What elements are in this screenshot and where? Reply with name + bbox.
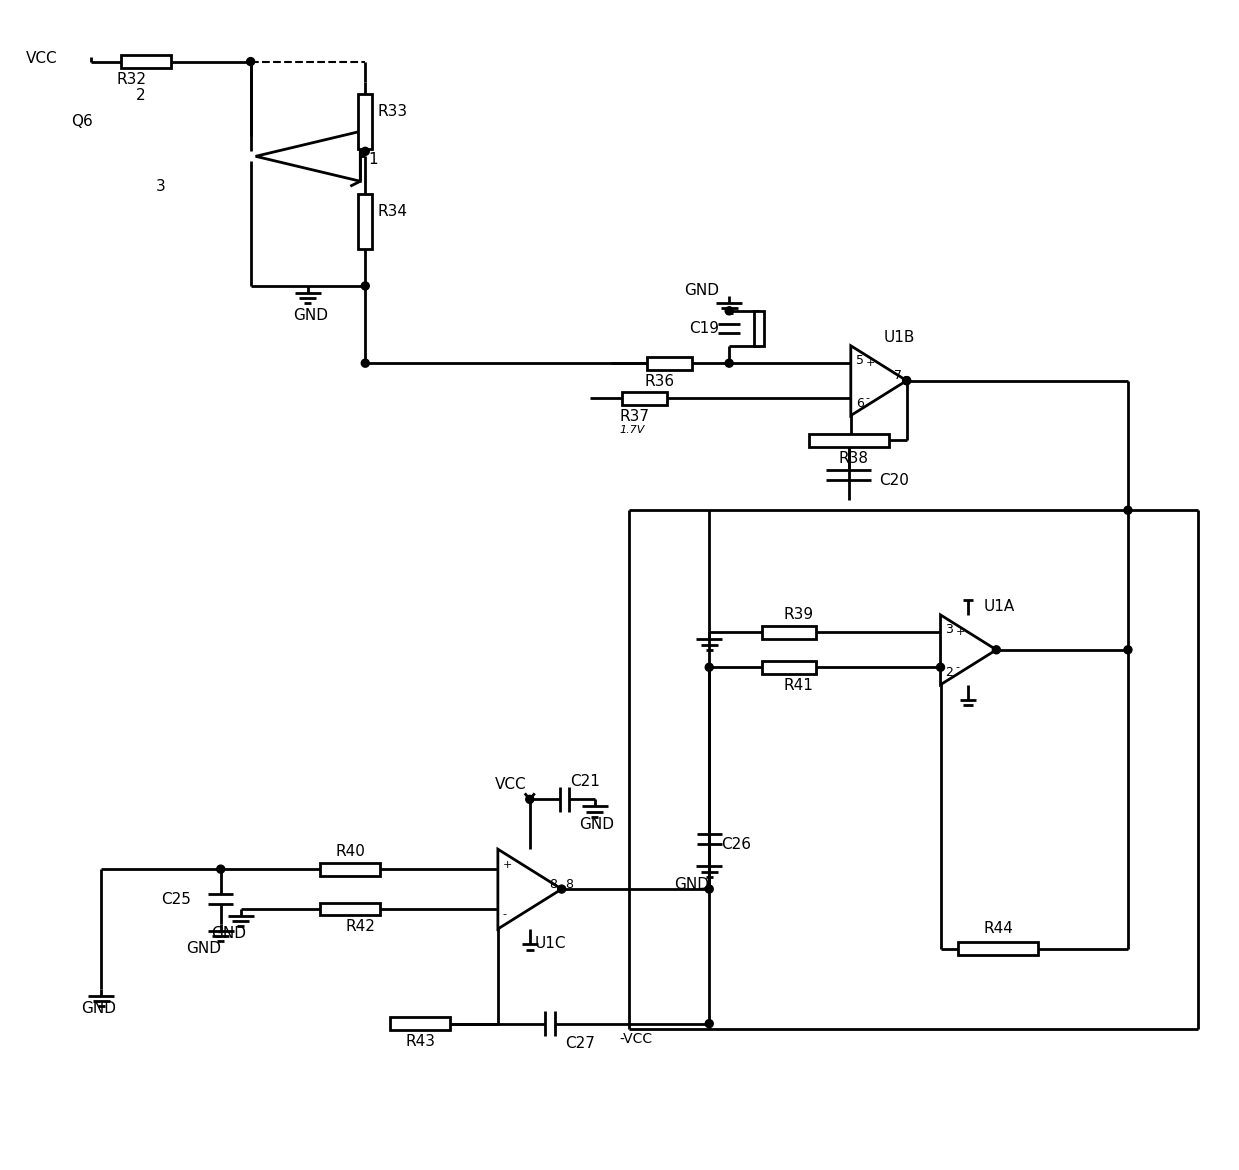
Text: R32: R32 — [116, 73, 146, 87]
Circle shape — [705, 1020, 714, 1027]
Circle shape — [937, 663, 944, 672]
Bar — [358, 194, 372, 248]
Text: 3: 3 — [945, 622, 953, 635]
Circle shape — [362, 359, 369, 367]
Text: GND: GND — [211, 927, 245, 942]
Circle shape — [362, 147, 369, 156]
Circle shape — [992, 646, 1000, 654]
Text: U1B: U1B — [883, 330, 916, 345]
Text: Q6: Q6 — [71, 113, 93, 129]
Text: 6: 6 — [856, 397, 864, 410]
Text: GND: GND — [580, 817, 615, 832]
Text: R39: R39 — [784, 607, 814, 622]
Text: -: - — [866, 393, 870, 404]
Text: C20: C20 — [878, 473, 908, 488]
Text: 1: 1 — [368, 152, 378, 167]
Text: GND: GND — [81, 1002, 116, 1017]
Text: R33: R33 — [377, 104, 408, 119]
Text: 2: 2 — [136, 88, 146, 103]
Bar — [762, 661, 817, 674]
Circle shape — [1124, 507, 1132, 515]
Circle shape — [247, 57, 255, 66]
Polygon shape — [498, 849, 561, 929]
Text: C19: C19 — [689, 321, 720, 336]
Polygon shape — [255, 131, 361, 181]
Circle shape — [725, 359, 733, 367]
Text: VCC: VCC — [494, 777, 527, 792]
Text: 5: 5 — [856, 353, 864, 366]
Circle shape — [217, 865, 224, 873]
Text: 8: 8 — [565, 878, 572, 890]
Text: GND: GND — [292, 309, 328, 323]
Circle shape — [725, 307, 733, 315]
Bar — [358, 94, 372, 149]
Text: 2: 2 — [945, 666, 953, 679]
Bar — [809, 434, 888, 447]
Text: 7: 7 — [893, 370, 902, 383]
Text: -: - — [955, 662, 959, 673]
Bar — [755, 311, 764, 345]
Circle shape — [558, 885, 566, 893]
Bar — [959, 942, 1038, 956]
Text: +: + — [503, 860, 512, 870]
Text: -VCC: -VCC — [620, 1032, 653, 1046]
Circle shape — [362, 282, 369, 290]
Bar — [321, 862, 380, 875]
Text: R40: R40 — [336, 844, 366, 859]
Text: R36: R36 — [644, 373, 674, 388]
Text: C25: C25 — [161, 892, 191, 907]
Circle shape — [903, 377, 911, 385]
Text: R42: R42 — [346, 920, 375, 935]
Text: 8: 8 — [549, 878, 556, 890]
Text: +: + — [955, 627, 965, 638]
Circle shape — [705, 663, 714, 672]
Bar — [622, 392, 667, 405]
Text: C21: C21 — [570, 773, 600, 789]
Bar — [321, 902, 380, 915]
Text: R43: R43 — [405, 1034, 435, 1049]
Text: C27: C27 — [565, 1037, 595, 1051]
Text: R44: R44 — [984, 922, 1014, 936]
Text: VCC: VCC — [26, 51, 58, 67]
Text: C26: C26 — [721, 837, 751, 852]
Text: R38: R38 — [839, 450, 869, 466]
Bar — [647, 357, 691, 370]
Text: R34: R34 — [377, 204, 408, 219]
Text: GND: GND — [186, 942, 221, 956]
Bar — [762, 626, 817, 639]
Text: U1A: U1A — [984, 599, 1015, 614]
Text: R41: R41 — [784, 677, 814, 693]
Text: -: - — [503, 909, 507, 918]
Text: +: + — [866, 358, 875, 369]
Text: 3: 3 — [156, 179, 166, 194]
Circle shape — [705, 885, 714, 893]
Circle shape — [1124, 646, 1132, 654]
Text: GND: GND — [684, 283, 720, 298]
Circle shape — [525, 796, 534, 804]
Polygon shape — [940, 615, 996, 684]
Bar — [390, 1017, 450, 1030]
Polygon shape — [851, 345, 907, 415]
Text: R37: R37 — [620, 408, 649, 424]
Text: 1.7V: 1.7V — [620, 425, 644, 435]
Text: GND: GND — [674, 876, 710, 892]
Text: U1C: U1C — [535, 936, 566, 951]
Bar — [121, 55, 171, 68]
Circle shape — [903, 377, 911, 385]
